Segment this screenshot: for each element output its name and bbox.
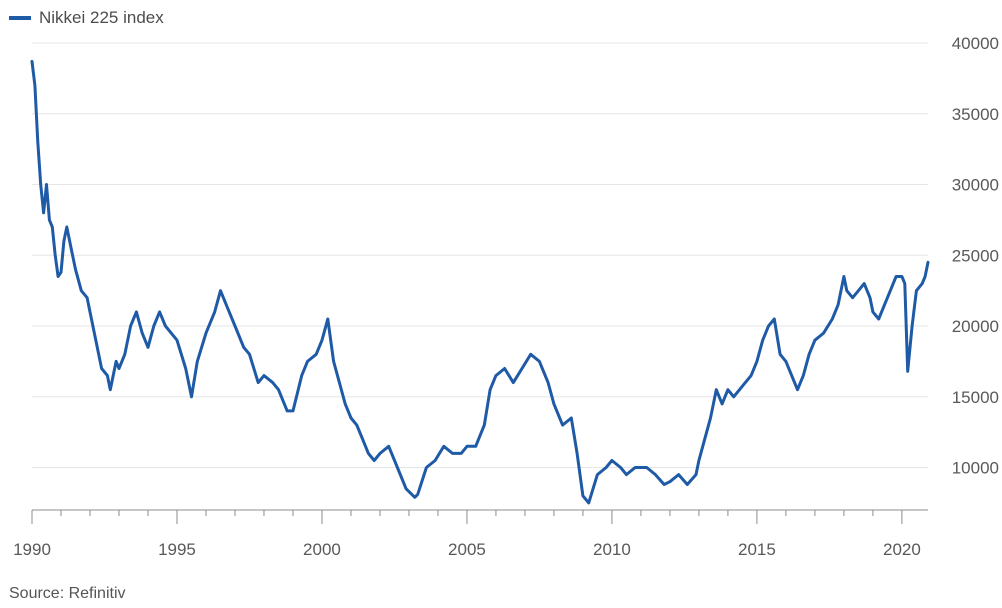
x-tick-label-2010: 2010	[593, 540, 631, 559]
series-line-0	[30, 59, 930, 505]
x-tick-label-2020: 2020	[883, 540, 921, 559]
y-tick-label-20000: 20000	[952, 317, 999, 336]
y-tick-label-30000: 30000	[952, 176, 999, 195]
x-tick-label-2000: 2000	[303, 540, 341, 559]
legend: Nikkei 225 index	[9, 8, 164, 28]
y-tick-label-10000: 10000	[952, 459, 999, 478]
y-tick-label-25000: 25000	[952, 246, 999, 265]
x-tick-label-2015: 2015	[738, 540, 776, 559]
x-tick-label-2005: 2005	[448, 540, 486, 559]
legend-swatch	[9, 16, 31, 20]
x-tick-label-1990: 1990	[13, 540, 51, 559]
y-tick-label-40000: 40000	[952, 34, 999, 53]
x-tick-label-1995: 1995	[158, 540, 196, 559]
y-tick-label-15000: 15000	[952, 388, 999, 407]
legend-label-nikkei: Nikkei 225 index	[39, 8, 164, 27]
source-note: Source: Refinitiv	[9, 585, 126, 602]
y-tick-label-35000: 35000	[952, 105, 999, 124]
